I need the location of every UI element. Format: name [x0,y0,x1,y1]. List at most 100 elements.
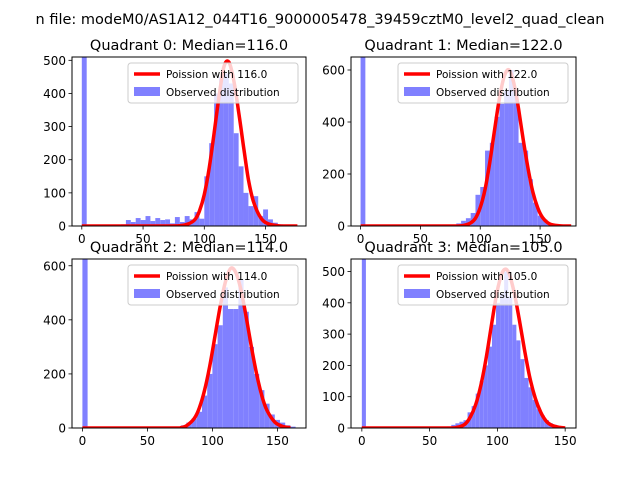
histogram-bar [219,76,224,226]
x-tick-label: 100 [201,434,224,448]
histogram-bar [536,409,541,428]
legend-line-label: Poission with 114.0 [166,271,267,283]
y-tick-label: 200 [322,168,345,182]
y-tick-label: 600 [322,64,345,78]
x-tick-label: 150 [529,232,552,246]
histogram-bar [524,377,529,428]
histogram-bar [542,219,548,226]
histogram-bar [520,359,525,428]
legend: Poission with 122.0 Observed distribution [397,62,569,104]
subplot-title: Quadrant 2: Median=114.0 [90,240,288,256]
x-tick-label: 0 [78,232,86,246]
y-tick-label: 500 [322,265,345,279]
subplot-title: Quadrant 0: Median=116.0 [90,38,288,54]
histogram-bar [504,271,509,428]
legend: Poission with 105.0 Observed distribution [397,264,569,306]
histogram-bar [125,220,131,226]
histogram-bar [500,293,505,428]
histogram-bar [130,222,136,226]
legend-bar-swatch [404,289,430,298]
histogram-bar [361,259,366,428]
legend-bar-label: Observed distribution [436,289,550,301]
histogram-bar [228,83,234,226]
y-tick-label: 200 [43,153,66,167]
histogram-bar [268,219,273,226]
histogram-bar [204,176,210,226]
histogram-bar [475,393,480,428]
histogram-bar [233,133,239,226]
x-tick-label: 50 [422,434,437,448]
y-tick-label: 400 [43,313,66,327]
histogram-bar [496,302,501,428]
legend-bar-swatch [134,289,160,298]
histogram-bar [165,219,171,226]
x-tick-label: 150 [254,232,277,246]
x-tick-label: 50 [135,232,150,246]
y-tick-label: 400 [43,87,66,101]
y-tick-label: 200 [322,359,345,373]
histogram-bar [202,395,208,428]
histogram-bar [207,373,213,428]
x-tick-label: 150 [266,434,289,448]
y-tick-label: 200 [43,367,66,381]
subplot-grid: Quadrant 0: Median=116.0 0 50 100 150 0 100 200… [43,38,577,448]
histogram-bar [483,365,488,428]
y-tick-label: 300 [43,120,66,134]
y-tick-label: 600 [43,259,66,273]
y-tick-label: 500 [43,54,66,68]
histogram-bar [532,399,537,428]
histogram-bar [489,142,495,226]
histogram-bar [516,340,521,428]
y-tick-label: 0 [58,220,66,234]
poisson-line [81,59,298,226]
legend-bar-swatch [404,87,430,96]
x-tick-label: 100 [486,434,509,448]
histogram-bar [537,215,543,226]
histogram-bar [238,279,244,428]
legend-line-label: Poission with 116.0 [166,69,267,81]
histogram-bar [264,403,270,428]
histogram-bar [145,216,151,226]
histogram-bar [479,381,484,428]
plot-area [82,259,296,428]
x-tick-label: 0 [358,434,366,448]
histogram-bar [360,57,366,226]
axes-frame [71,258,307,429]
histogram-bar [258,216,264,226]
histogram-bar [214,93,220,226]
histogram-bar [461,220,466,226]
histogram-bar [82,259,88,428]
histogram-bar [174,217,180,226]
legend-bar-label: Observed distribution [436,87,550,99]
y-tick-label: 400 [322,296,345,310]
histogram-bar [494,116,500,226]
axes-frame [350,258,577,429]
legend-frame [127,264,299,306]
y-tick-label: 100 [322,390,345,404]
legend: Poission with 114.0 Observed distribution [127,264,299,306]
y-tick-label: 0 [337,220,345,234]
histogram-bar [150,221,156,226]
histogram-bar [528,387,533,428]
histogram-bar [254,373,260,428]
legend-bar-label: Observed distribution [166,289,280,301]
histogram-bar [248,346,254,428]
legend-line-label: Poission with 105.0 [436,271,537,283]
y-tick-label: 0 [337,422,345,436]
y-tick-label: 100 [43,186,66,200]
histogram-bar [508,70,514,226]
histogram-bar [199,218,205,226]
histogram-bar [191,418,197,428]
histogram-bar [223,73,229,226]
histogram-bar [155,218,161,226]
histogram-bar [140,220,146,226]
histogram-bar [160,220,166,226]
histogram-bar [528,179,533,226]
histogram-bar [480,187,486,226]
histogram-bar [512,324,517,428]
histogram-bar [263,209,269,226]
histogram-bar [487,346,492,428]
histogram-bar [228,309,234,428]
x-tick-label: 0 [79,434,87,448]
